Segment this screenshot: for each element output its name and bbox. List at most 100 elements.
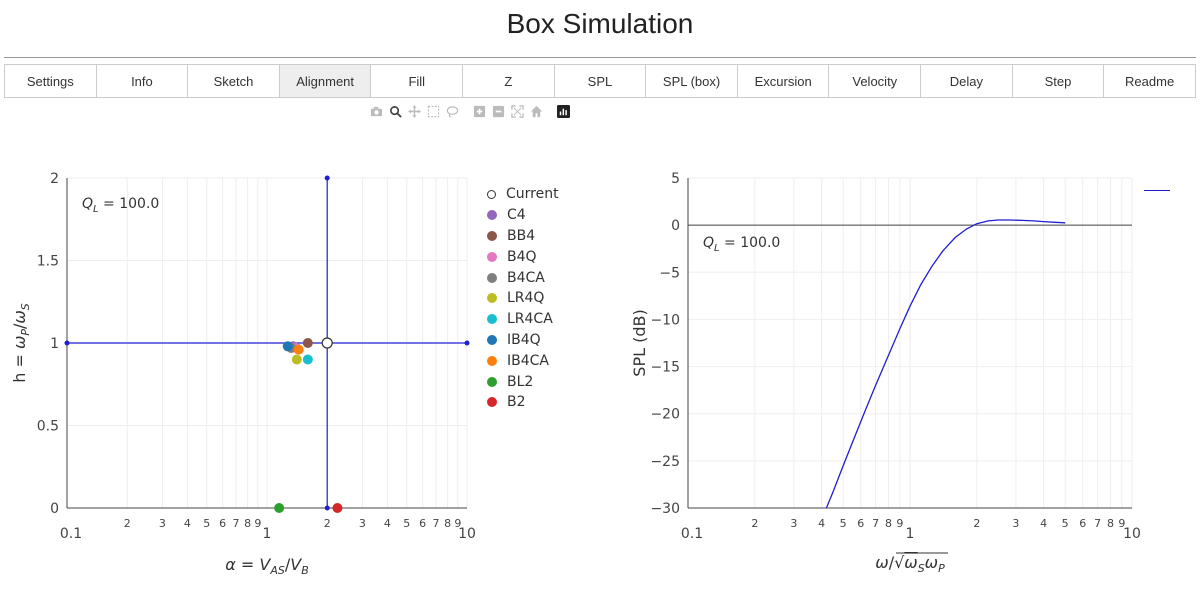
y-axis-title: SPL (dB) bbox=[630, 309, 649, 376]
y-tick-label: 2 bbox=[50, 171, 59, 187]
legend-marker bbox=[487, 272, 497, 283]
tab-fill[interactable]: Fill bbox=[371, 65, 464, 97]
zoom-out-icon[interactable] bbox=[490, 103, 506, 119]
x-tick-label: 9 bbox=[254, 517, 261, 530]
legend-item-ib4q[interactable]: IB4Q bbox=[483, 330, 559, 351]
x-tick-label: 10 bbox=[1123, 526, 1141, 542]
x-tick-label: 4 bbox=[384, 517, 391, 530]
legend-item-b2[interactable]: B2 bbox=[483, 392, 559, 413]
tab-sketch[interactable]: Sketch bbox=[188, 65, 280, 97]
legend-marker bbox=[487, 334, 497, 345]
legend-label: B4Q bbox=[507, 248, 537, 265]
legend-marker bbox=[487, 397, 497, 408]
tab-delay[interactable]: Delay bbox=[921, 65, 1013, 97]
point-ib4ca bbox=[293, 344, 304, 355]
x-tick-label: 5 bbox=[840, 517, 847, 530]
x-tick-label: 6 bbox=[419, 517, 426, 530]
tab-info[interactable]: Info bbox=[96, 65, 189, 97]
tab-settings[interactable]: Settings bbox=[5, 65, 97, 97]
crosshair-end-marker bbox=[324, 505, 330, 511]
camera-icon[interactable] bbox=[368, 103, 384, 119]
tab-excursion[interactable]: Excursion bbox=[737, 65, 830, 97]
plot-modebar bbox=[368, 103, 574, 119]
spl-legend-item[interactable] bbox=[1144, 184, 1170, 194]
x-tick-label: 8 bbox=[244, 517, 251, 530]
legend-item-bb4[interactable]: BB4 bbox=[483, 226, 559, 247]
x-tick-label: 9 bbox=[454, 517, 461, 530]
ql-annotation-spl: QL = 100.0 bbox=[703, 235, 780, 254]
y-tick-label: 5 bbox=[671, 171, 680, 187]
autoscale-icon[interactable] bbox=[509, 103, 525, 119]
spl-curve bbox=[825, 219, 1066, 509]
x-tick-label: 1 bbox=[906, 526, 915, 542]
y-tick-label: −30 bbox=[650, 501, 680, 517]
x-tick-label: 5 bbox=[203, 517, 210, 530]
legend-label: C4 bbox=[507, 207, 526, 224]
tab-alignment[interactable]: Alignment bbox=[279, 65, 372, 97]
x-tick-label: 9 bbox=[1118, 517, 1125, 530]
legend-label: BB4 bbox=[507, 227, 536, 244]
legend-label: IB4CA bbox=[507, 352, 549, 369]
zoom-icon[interactable] bbox=[387, 103, 403, 119]
x-tick-label: 2 bbox=[751, 517, 758, 530]
x-tick-label: 7 bbox=[233, 517, 240, 530]
lasso-icon[interactable] bbox=[444, 103, 460, 119]
x-tick-label: 4 bbox=[1040, 517, 1047, 530]
scatter-legend: Current C4 BB4 B4Q B4CA LR4Q LR4CA IB4Q IB4CA BL2… bbox=[483, 184, 559, 413]
legend-item-ib4ca[interactable]: IB4CA bbox=[483, 350, 559, 371]
x-tick-label: 8 bbox=[885, 517, 892, 530]
legend-label: B4CA bbox=[507, 269, 545, 286]
x-tick-label: 5 bbox=[1062, 517, 1069, 530]
legend-item-lr4q[interactable]: LR4Q bbox=[483, 288, 559, 309]
y-tick-label: −15 bbox=[650, 360, 680, 376]
legend-label: IB4Q bbox=[507, 331, 541, 348]
legend-label: LR4Q bbox=[507, 290, 545, 307]
tab-velocity[interactable]: Velocity bbox=[829, 65, 922, 97]
point-lr4ca bbox=[302, 354, 313, 365]
x-tick-label: 0.1 bbox=[681, 526, 703, 542]
legend-marker bbox=[487, 189, 496, 199]
box-select-icon[interactable] bbox=[425, 103, 441, 119]
tab-bar: Settings Info Sketch Alignment Fill Z SPL SPL (… bbox=[4, 64, 1196, 98]
home-icon[interactable] bbox=[528, 103, 544, 119]
x-tick-label: 6 bbox=[219, 517, 226, 530]
tab-spl-box[interactable]: SPL (box) bbox=[646, 65, 738, 97]
legend-item-lr4ca[interactable]: LR4CA bbox=[483, 309, 559, 330]
x-tick-label: 7 bbox=[1094, 517, 1101, 530]
point-bl2 bbox=[274, 503, 285, 513]
y-axis-title: h = ωP/ωS bbox=[10, 303, 32, 383]
point-lr4q bbox=[291, 354, 302, 365]
x-tick-label: 3 bbox=[790, 517, 797, 530]
tab-step[interactable]: Step bbox=[1012, 65, 1105, 97]
legend-item-current[interactable]: Current bbox=[483, 184, 559, 205]
zoom-in-icon[interactable] bbox=[471, 103, 487, 119]
y-tick-label: −10 bbox=[650, 312, 680, 328]
legend-marker bbox=[487, 376, 497, 387]
x-tick-label: 4 bbox=[184, 517, 191, 530]
pan-icon[interactable] bbox=[406, 103, 422, 119]
x-tick-label: 9 bbox=[896, 517, 903, 530]
legend-marker bbox=[487, 355, 497, 366]
tab-z[interactable]: Z bbox=[463, 65, 555, 97]
y-tick-label: 0.5 bbox=[37, 419, 59, 435]
x-tick-label: 2 bbox=[124, 517, 131, 530]
y-tick-label: 1 bbox=[50, 336, 59, 352]
legend-item-b4ca[interactable]: B4CA bbox=[483, 267, 559, 288]
x-tick-label: 1 bbox=[263, 526, 272, 542]
point-ib4q bbox=[282, 341, 293, 352]
legend-marker bbox=[487, 251, 497, 262]
legend-item-c4[interactable]: C4 bbox=[483, 205, 559, 226]
legend-item-b4q[interactable]: B4Q bbox=[483, 246, 559, 267]
point-current bbox=[321, 337, 333, 349]
plotly-logo-icon[interactable] bbox=[555, 103, 571, 119]
legend-item-bl2[interactable]: BL2 bbox=[483, 371, 559, 392]
crosshair-end-marker bbox=[64, 340, 70, 346]
y-tick-label: −20 bbox=[650, 407, 680, 423]
tab-spl[interactable]: SPL bbox=[554, 65, 647, 97]
x-tick-label: 6 bbox=[857, 517, 864, 530]
tab-readme[interactable]: Readme bbox=[1104, 65, 1195, 97]
x-axis-title: α = VAS/VB bbox=[225, 555, 308, 577]
crosshair-end-marker bbox=[324, 175, 330, 181]
x-tick-label: 3 bbox=[159, 517, 166, 530]
